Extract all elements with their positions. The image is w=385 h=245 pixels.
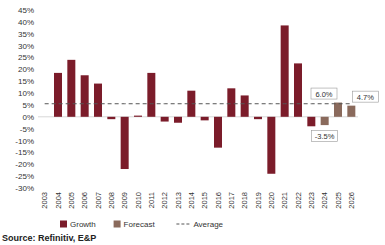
legend-swatch bbox=[60, 221, 67, 228]
bar bbox=[161, 117, 169, 122]
x-tick-label: 2021 bbox=[280, 192, 289, 209]
x-tick-label: 2011 bbox=[147, 192, 156, 208]
y-tick-label: 40% bbox=[18, 18, 34, 27]
y-tick-label: 20% bbox=[18, 65, 34, 74]
plot-area bbox=[45, 25, 356, 173]
bar bbox=[347, 106, 355, 117]
x-tick-label: 2025 bbox=[334, 192, 343, 209]
bar bbox=[134, 116, 142, 117]
bar bbox=[214, 117, 222, 148]
y-tick-label: 0% bbox=[22, 113, 34, 122]
bar bbox=[94, 84, 102, 117]
bar bbox=[321, 117, 329, 125]
bar bbox=[307, 117, 315, 126]
bar bbox=[254, 117, 262, 119]
x-tick-label: 2020 bbox=[267, 192, 276, 209]
x-tick-label: 2013 bbox=[174, 192, 183, 209]
x-tick-label: 2016 bbox=[214, 192, 223, 209]
x-tick-label: 2022 bbox=[294, 192, 303, 209]
bar bbox=[334, 103, 342, 117]
legend-label: Average bbox=[193, 220, 223, 229]
average-line bbox=[45, 103, 352, 104]
chart: 45% 40% 35% 30% 25% 20% 15% 10% 5% 0% -5% -10% -15% -… bbox=[0, 0, 385, 245]
bar bbox=[201, 117, 209, 121]
data-label: -3.5% bbox=[315, 132, 335, 141]
x-tick-label: 2012 bbox=[160, 192, 169, 209]
x-tick-label: 2026 bbox=[347, 192, 356, 209]
x-tick-label: 2006 bbox=[80, 192, 89, 209]
y-tick-label: -25% bbox=[15, 172, 34, 181]
bar bbox=[54, 73, 62, 117]
y-tick-label: -30% bbox=[15, 184, 34, 193]
y-tick-label: -15% bbox=[15, 148, 34, 157]
x-tick-label: 2007 bbox=[94, 192, 103, 209]
bar bbox=[227, 88, 235, 116]
y-tick-label: 35% bbox=[18, 30, 34, 39]
y-tick-label: -5% bbox=[20, 125, 34, 134]
y-tick-label: 25% bbox=[18, 53, 34, 62]
x-tick-label: 2018 bbox=[240, 192, 249, 209]
bar bbox=[67, 60, 75, 117]
x-tick-label: 2004 bbox=[54, 192, 63, 209]
y-tick-label: -10% bbox=[15, 137, 34, 146]
x-tick-label: 2010 bbox=[134, 192, 143, 209]
x-tick-label: 2005 bbox=[67, 192, 76, 209]
callout-box bbox=[311, 88, 337, 99]
y-tick-label: 15% bbox=[18, 77, 34, 86]
y-tick-label: 30% bbox=[18, 42, 34, 51]
source: Source: Refinitiv, E&P bbox=[2, 233, 96, 243]
x-tick-label: 2009 bbox=[120, 192, 129, 209]
x-tick-label: 2014 bbox=[187, 192, 196, 209]
legend-label: Forecast bbox=[124, 220, 156, 229]
bar bbox=[174, 117, 182, 123]
bar bbox=[147, 73, 155, 117]
callout-box bbox=[352, 91, 378, 102]
x-tick-label: 2023 bbox=[307, 192, 316, 209]
x-tick-label: 2003 bbox=[40, 192, 49, 209]
y-tick-label: -20% bbox=[15, 160, 34, 169]
y-tick-label: 10% bbox=[18, 89, 34, 98]
callout-box bbox=[312, 131, 338, 142]
bar bbox=[241, 95, 249, 116]
data-label: 6.0% bbox=[315, 90, 332, 99]
bar bbox=[281, 25, 289, 116]
bar bbox=[267, 117, 275, 174]
legend-label: Growth bbox=[70, 220, 96, 229]
bar bbox=[294, 63, 302, 116]
y-tick-label: 45% bbox=[18, 6, 34, 15]
data-label: 4.7% bbox=[357, 93, 374, 102]
legend-swatch bbox=[114, 221, 121, 228]
bar bbox=[107, 117, 115, 119]
x-tick-label: 2017 bbox=[227, 192, 236, 209]
y-tick-label: 5% bbox=[22, 101, 34, 110]
bar bbox=[121, 117, 129, 169]
x-tick-label: 2015 bbox=[200, 192, 209, 209]
x-tick-label: 2024 bbox=[320, 192, 329, 209]
legend-swatch bbox=[176, 224, 190, 225]
x-tick-label: 2008 bbox=[107, 192, 116, 209]
bar bbox=[81, 75, 89, 117]
x-tick-label: 2019 bbox=[254, 192, 263, 209]
